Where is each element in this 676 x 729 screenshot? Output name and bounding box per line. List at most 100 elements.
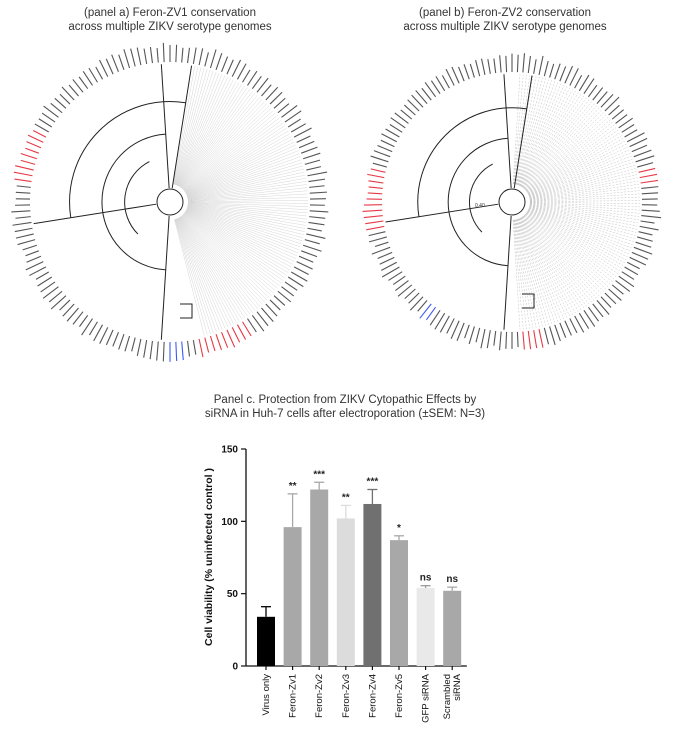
x-tick-label: siRNA [452,673,463,701]
tree-leaf-label [394,112,409,124]
tree-branch [175,219,211,334]
tree-leaf-label [559,66,567,82]
tree-leaf-label [554,63,561,80]
tree-leaf-label [429,309,441,326]
tree-branch [187,193,308,202]
tree-branch [184,122,284,192]
tree-leaf-label [95,66,104,80]
tree-branch [183,214,272,296]
tree-branch [178,79,234,187]
tree-clade-branch [503,215,512,330]
tree-leaf-label [301,146,318,154]
tree-branch [186,141,295,195]
tree-branch [529,200,640,202]
tree-branch [529,202,640,204]
tree-leaf-label [641,186,659,189]
tree-leaf-label [600,296,612,308]
tree-leaf-label [370,155,389,163]
tree-leaf-label [198,338,204,358]
tree-leaf-label [487,59,491,74]
tree-leaf-label [162,42,165,63]
tree-leaf-label [592,87,604,101]
tree-leaf-label [538,329,544,348]
tree-leaf-label [574,315,585,333]
tree-leaf-label [162,341,165,362]
tree-leaf-label [373,150,391,158]
tree-branch [524,214,602,294]
tree-leaf-label [611,284,624,295]
tree-leaf-label [251,314,265,332]
tree-branch [516,219,543,327]
tree-branch [523,105,597,189]
tree-leaf-label [377,251,393,259]
tree-leaf-label [215,334,223,351]
tree-branch [187,200,308,202]
tree-branch [526,124,615,192]
tree-leaf-label [50,102,63,114]
tree-branch [173,66,198,185]
tree-leaf-label [306,233,326,239]
tree-leaf-label [527,330,532,350]
tree-branch [183,115,278,191]
tree-leaf-label [66,307,79,322]
tree-branch [187,187,308,201]
tree-leaf-label [16,185,31,188]
tree-leaf-label [439,315,450,333]
tree-branch [187,159,302,197]
tree-branch [523,215,595,301]
tree-leaf-label [543,327,550,345]
tree-branch [527,210,624,266]
tree-leaf-label [20,152,38,160]
tree-leaf-label [637,236,653,242]
tree-leaf-label [302,152,321,160]
significance-label: *** [367,477,379,488]
tree-branch [180,91,253,188]
tree-branch [187,204,307,220]
tree-branch [522,97,587,188]
x-tick-label: Feron-Zv1 [288,674,299,718]
tree-branch [527,132,620,193]
tree-branch [187,171,305,199]
tree-branch [515,76,537,185]
tree-branch [182,103,267,190]
tree-leaf-label [269,91,283,105]
tree-branch [187,206,304,239]
significance-label: ns [446,574,458,585]
tree-leaf-label [608,288,622,301]
bar-scrambled-sirna [443,590,462,666]
tree-leaf-label [635,241,652,248]
tree-leaf-label [451,66,460,84]
tree-leaf-label [261,307,274,323]
tree-leaf-label [306,166,322,171]
tree-leaf-label [105,58,114,75]
tree-leaf-label [34,123,50,133]
tree-branch [186,208,300,251]
tree-branch [187,165,304,198]
tree-branch [180,89,250,188]
tree-branch [187,174,306,199]
tree-leaf-label [62,303,75,317]
tree-branch [527,135,622,193]
tree-branch [187,203,308,217]
tree-branch [529,207,634,243]
tree-leaf-label [564,65,573,84]
tree-leaf-label [79,314,89,327]
tree-leaf-label [604,96,620,112]
tree-branch [528,209,628,258]
tree-branch [525,213,609,287]
tree-branch [517,81,556,186]
tree-leaf-label [304,239,320,245]
tree-leaf-label [307,171,328,177]
tree-leaf-label [505,55,508,73]
tree-leaf-label [475,327,481,343]
tree-leaf-label [395,280,409,291]
chart-title-line1: Panel c. Protection from ZIKV Cytopathic… [213,394,477,406]
tree-clade-branch [513,75,533,189]
tree-leaf-label [175,44,178,63]
tree-branch [529,193,640,202]
tree-branch [187,190,308,201]
bar-feron-zv5 [390,540,408,666]
tree-branch [185,130,289,193]
tree-leaf-label [43,105,59,118]
